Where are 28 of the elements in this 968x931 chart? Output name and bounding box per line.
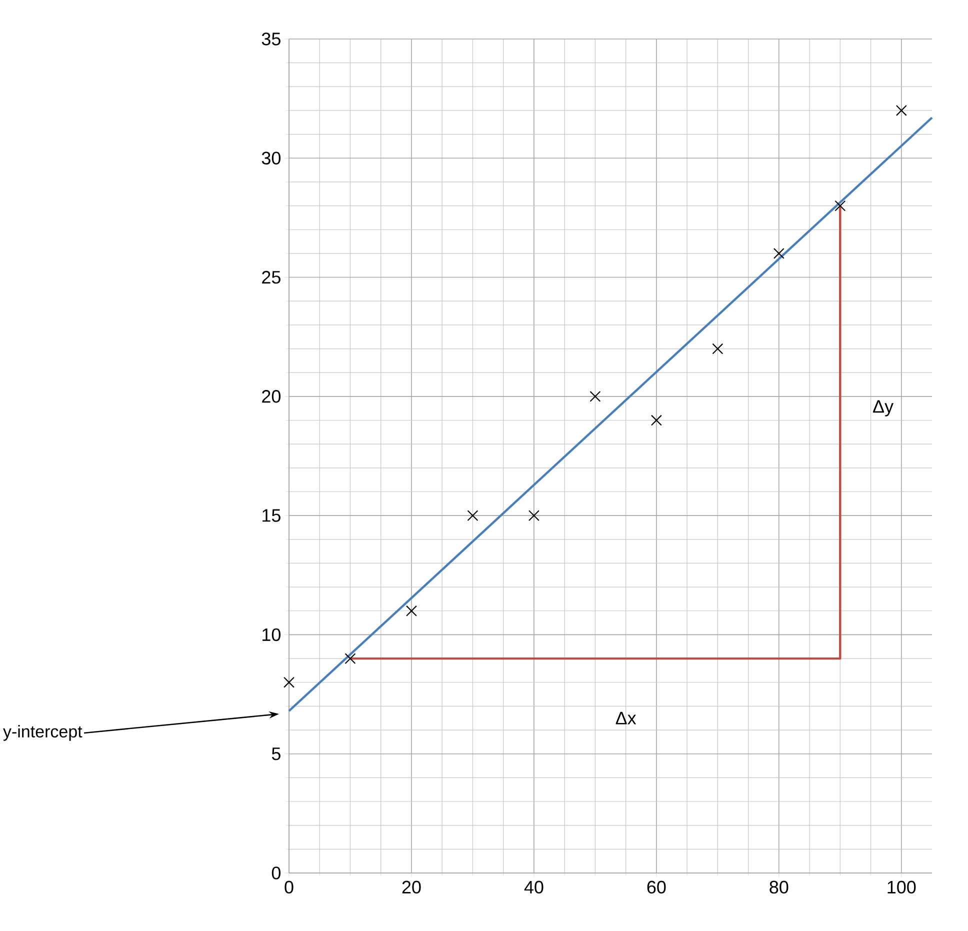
annotation: Δx xyxy=(616,712,636,724)
point xyxy=(650,414,662,426)
y-tick-label: 10 xyxy=(262,628,281,642)
x-tick-label: 20 xyxy=(402,880,421,894)
x-tick-label: 0 xyxy=(284,880,294,894)
x-tick-label: 100 xyxy=(888,880,916,894)
point xyxy=(773,248,784,259)
point xyxy=(712,343,724,354)
point xyxy=(896,104,907,116)
point xyxy=(467,510,478,522)
point xyxy=(406,605,417,616)
point xyxy=(284,676,294,688)
point xyxy=(590,390,601,402)
y-tick-label: 0 xyxy=(272,866,281,880)
x-tick-label: 40 xyxy=(524,880,544,894)
y-tick-label: 20 xyxy=(262,390,281,403)
x-tick-label: 60 xyxy=(647,880,666,894)
y-tick-label: 25 xyxy=(262,270,280,284)
text: y-intercept xyxy=(3,725,82,741)
y-tick-label: 35 xyxy=(262,32,280,46)
annotation: Δy xyxy=(873,400,894,416)
point xyxy=(344,653,356,664)
x-tick-label: 80 xyxy=(770,880,788,894)
point xyxy=(834,200,846,212)
y-tick-label: 5 xyxy=(272,748,280,760)
y-tick-label: 30 xyxy=(262,152,281,165)
point xyxy=(528,510,540,522)
y-tick-label: 15 xyxy=(262,509,280,522)
